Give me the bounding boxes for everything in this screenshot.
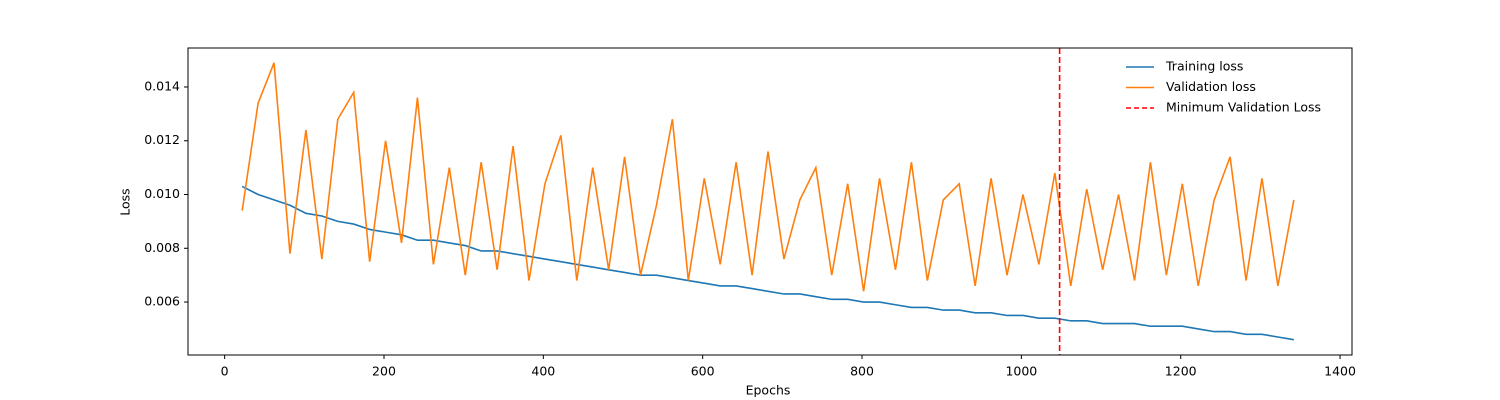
legend-label: Training loss <box>1165 59 1243 74</box>
y-tick-label: 0.008 <box>144 240 180 255</box>
x-tick-label: 0 <box>221 364 229 379</box>
data-line <box>241 62 1295 292</box>
legend-label: Minimum Validation Loss <box>1166 100 1321 115</box>
x-tick-label: 1400 <box>1324 364 1356 379</box>
y-tick-label: 0.014 <box>144 78 180 93</box>
x-tick-label: 1000 <box>1005 364 1037 379</box>
y-axis-label: Loss <box>118 188 133 215</box>
x-tick-label: 800 <box>850 364 874 379</box>
x-tick-label: 600 <box>691 364 715 379</box>
y-tick-label: 0.010 <box>144 186 180 201</box>
x-tick-label: 1200 <box>1165 364 1197 379</box>
x-tick-label: 200 <box>372 364 396 379</box>
x-axis-label: Epochs <box>746 383 791 398</box>
legend-label: Validation loss <box>1166 79 1256 94</box>
y-tick-label: 0.012 <box>144 132 180 147</box>
x-tick-label: 400 <box>531 364 555 379</box>
data-line <box>241 185 1294 341</box>
plot-frame <box>187 47 1353 356</box>
y-tick-label: 0.006 <box>144 294 180 309</box>
